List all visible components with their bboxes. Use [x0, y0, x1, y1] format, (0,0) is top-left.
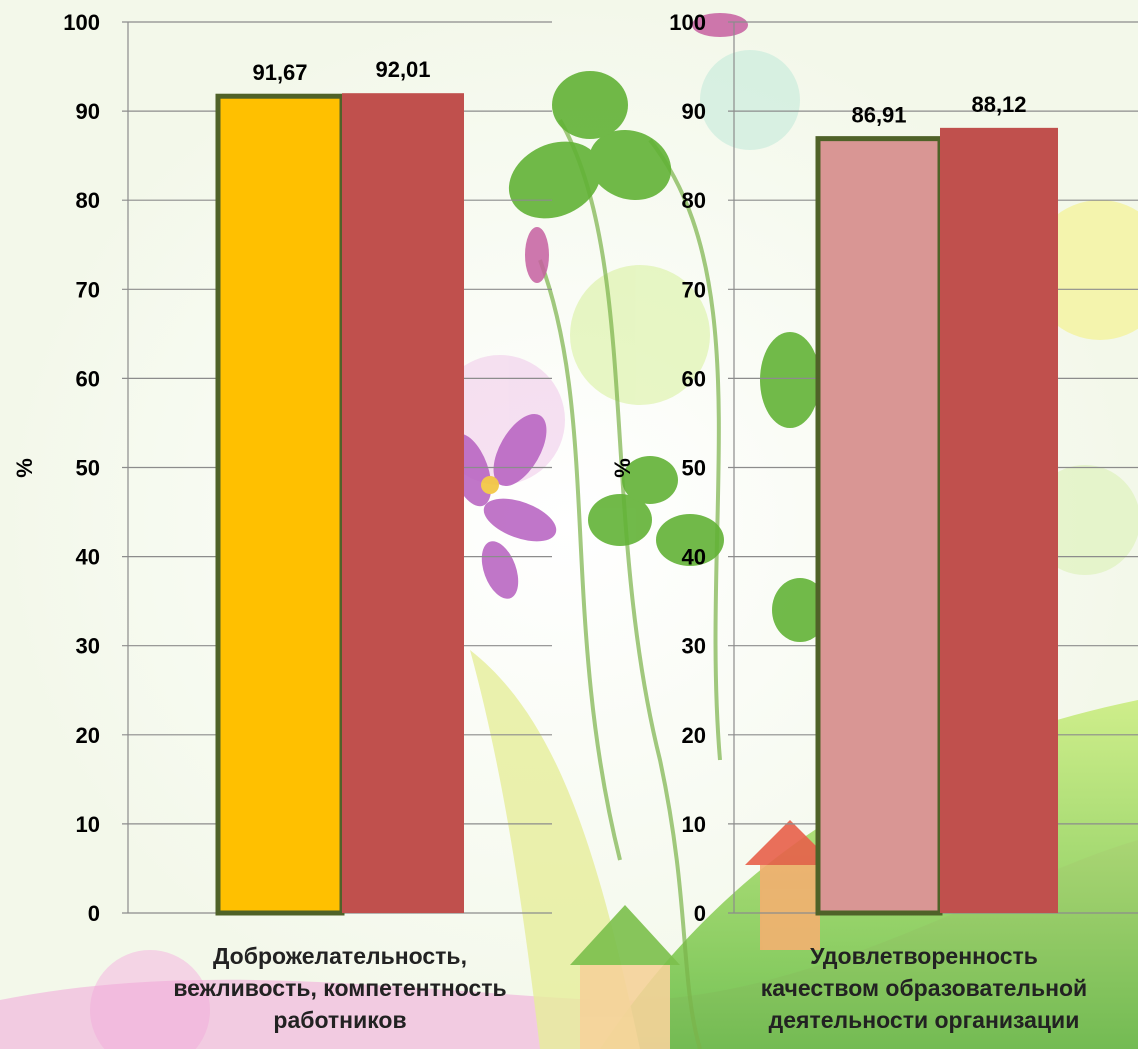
y-tick-label: 50: [682, 456, 706, 481]
data-label: 92,01: [375, 57, 430, 82]
y-tick-label: 0: [88, 901, 100, 926]
data-label: 86,91: [851, 103, 906, 128]
y-tick-label: 60: [76, 366, 100, 391]
category-label-left: Доброжелательность, вежливость, компетен…: [120, 940, 560, 1036]
y-tick-label: 70: [76, 277, 100, 302]
y-tick-label: 20: [76, 723, 100, 748]
y-tick-label: 60: [682, 366, 706, 391]
chart-right: 0 10 20 30 40 50 60 70 80 90 100% 86,91 88,12: [610, 10, 1138, 926]
y-tick-label: 40: [76, 545, 100, 570]
y-axis-label: %: [12, 458, 37, 478]
bar: [940, 127, 1058, 913]
y-tick-label: 10: [682, 812, 706, 837]
category-line: вежливость, компетентность: [173, 975, 507, 1001]
y-tick-label: 80: [682, 188, 706, 213]
category-line: работников: [273, 1007, 407, 1033]
y-tick-label: 70: [682, 277, 706, 302]
y-tick-label: 80: [76, 188, 100, 213]
y-tick-label: 100: [669, 10, 706, 35]
y-tick-label: 10: [76, 812, 100, 837]
y-axis-label: %: [610, 458, 635, 478]
chart-left: 0 10 20 30 40 50 60 70 80 90 100% 91,67 92,01: [12, 10, 552, 926]
bar: [342, 93, 464, 913]
category-line: Доброжелательность,: [213, 943, 467, 969]
y-tick-label: 40: [682, 545, 706, 570]
y-tick-label: 50: [76, 456, 100, 481]
y-tick-label: 20: [682, 723, 706, 748]
y-tick-label: 90: [76, 99, 100, 124]
category-label-right: Удовлетворенность качеством образователь…: [710, 940, 1138, 1036]
y-tick-label: 0: [694, 901, 706, 926]
category-line: Удовлетворенность: [810, 943, 1038, 969]
y-tick-label: 30: [76, 634, 100, 659]
category-line: качеством образовательной: [760, 975, 1088, 1001]
bar: [215, 93, 345, 916]
y-tick-label: 30: [682, 634, 706, 659]
y-tick-label: 90: [682, 99, 706, 124]
category-line: деятельности организации: [768, 1007, 1080, 1033]
data-label: 91,67: [252, 60, 307, 85]
y-tick-label: 100: [63, 10, 100, 35]
bar: [815, 136, 943, 916]
data-label: 88,12: [971, 92, 1026, 117]
